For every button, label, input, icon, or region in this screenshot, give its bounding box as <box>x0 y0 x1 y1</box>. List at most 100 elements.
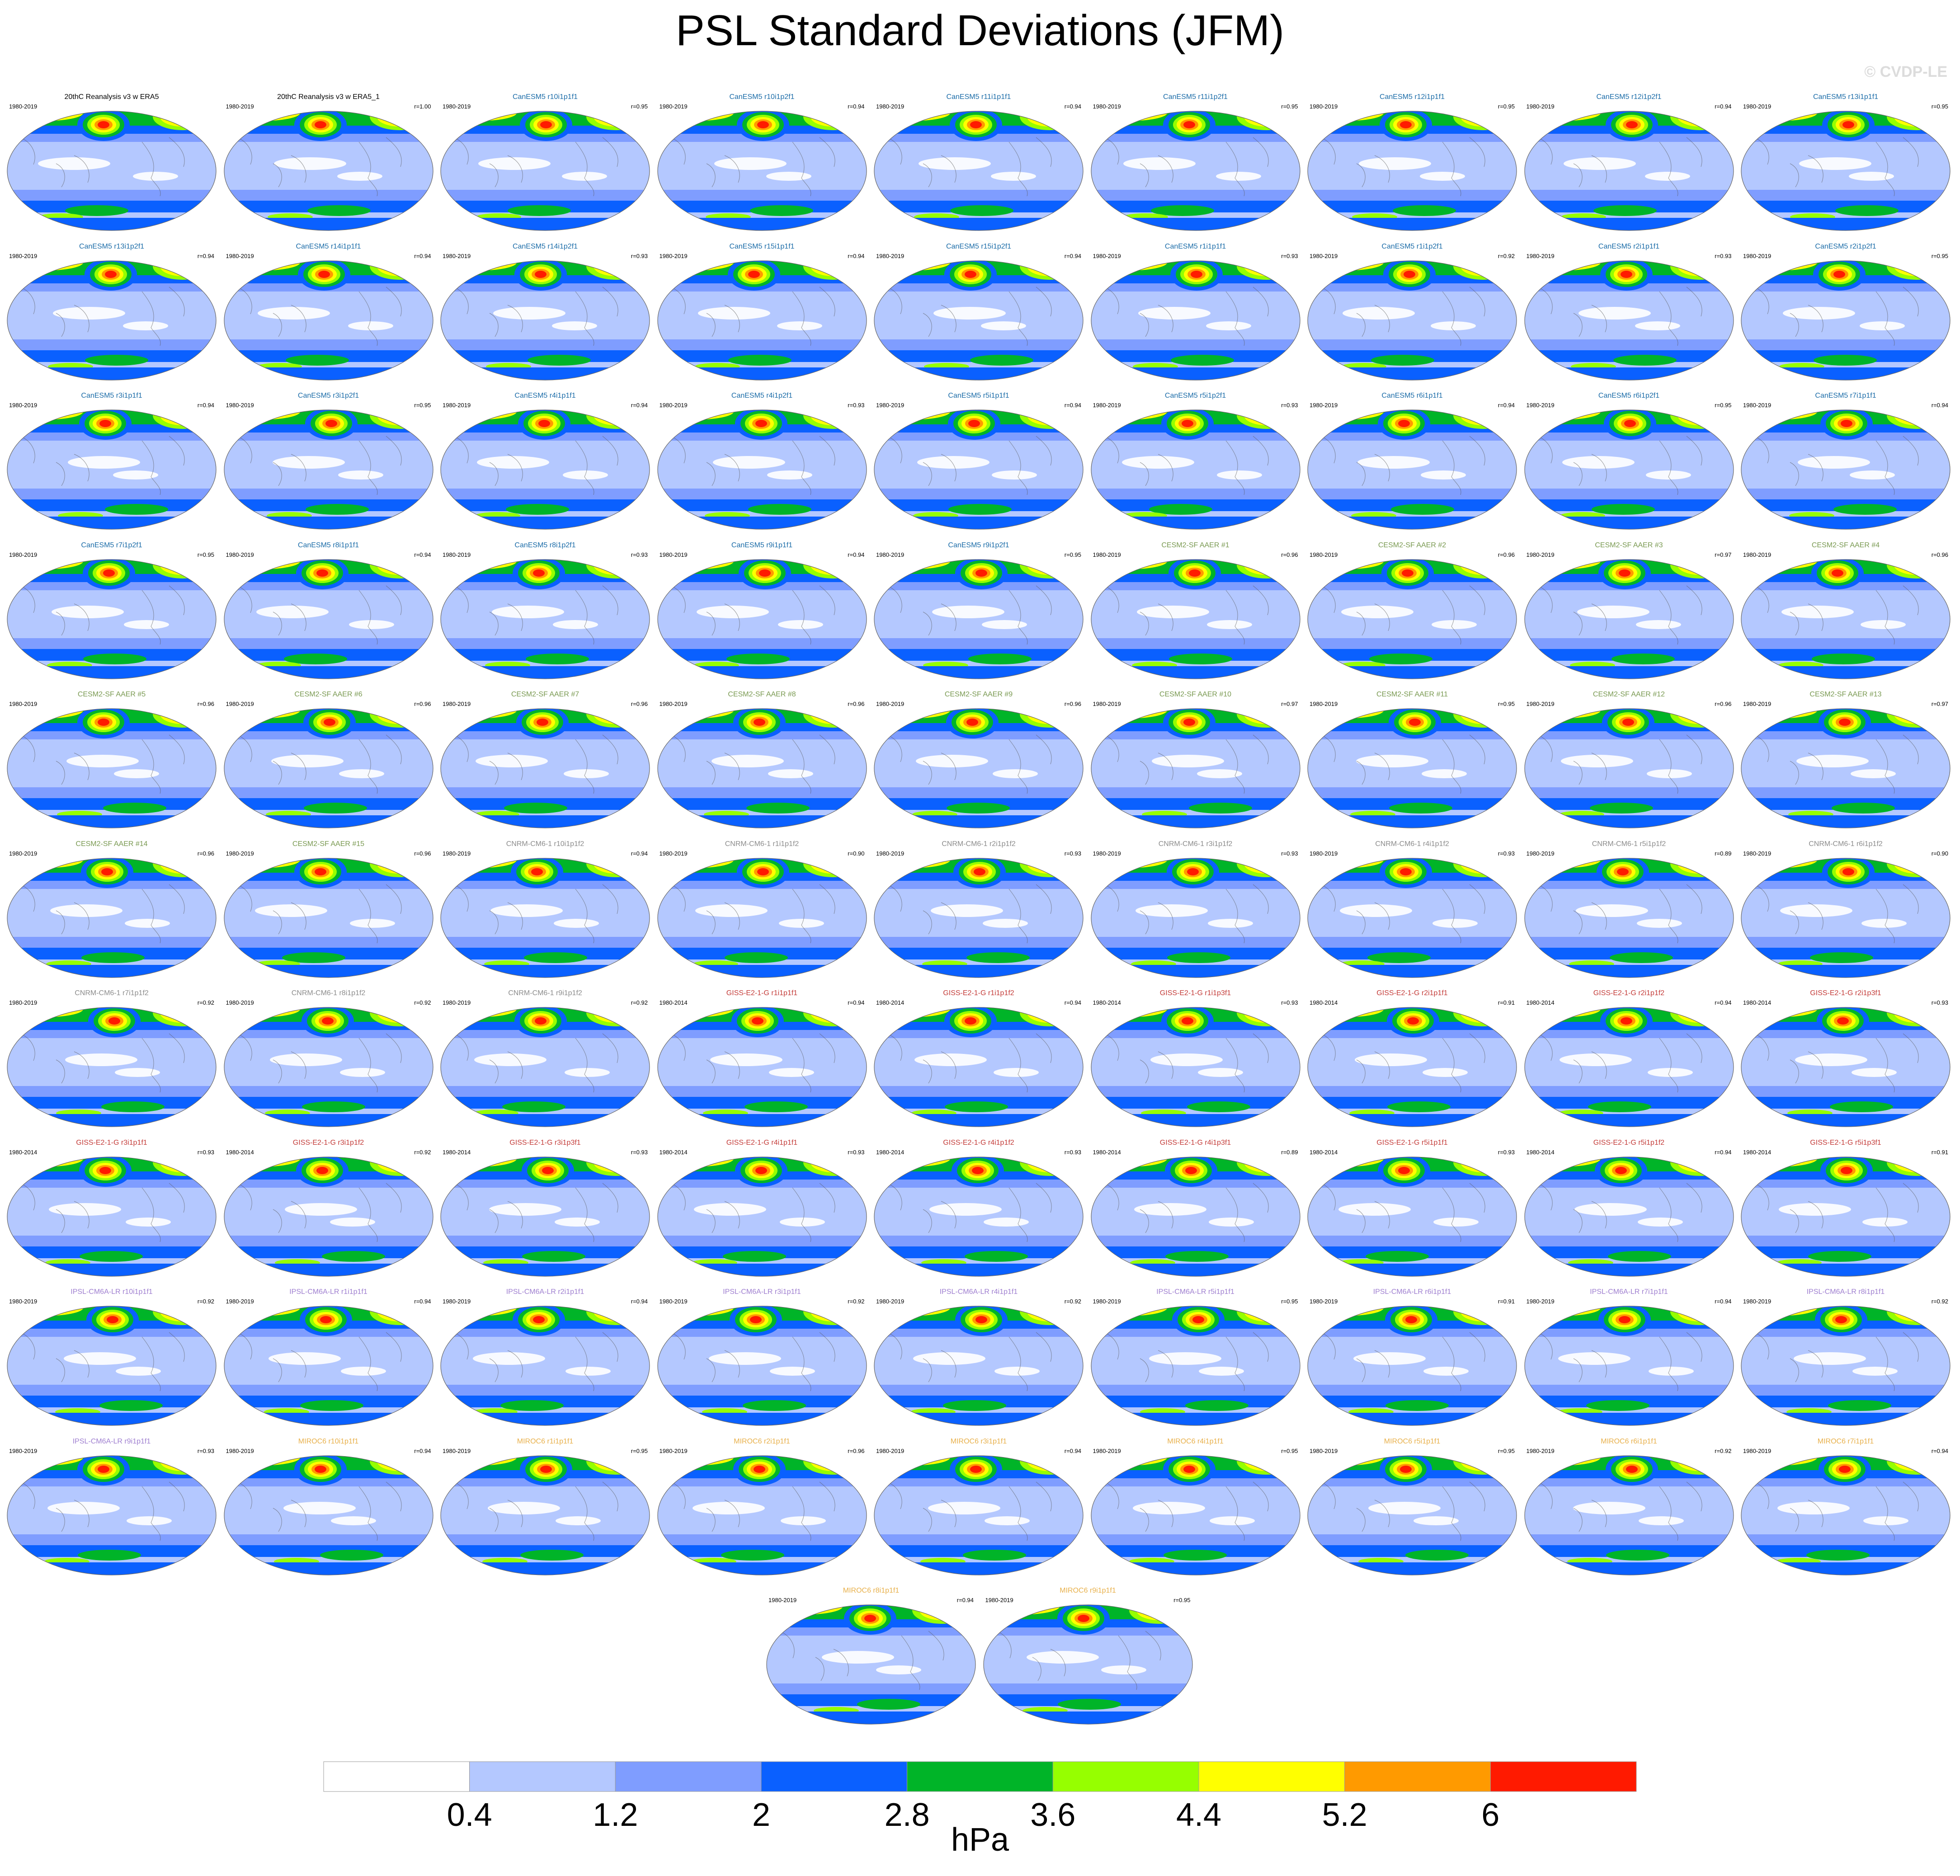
panel-correlation: r=0.90 <box>1931 850 1948 857</box>
panel-years: 1980-2019 <box>1526 701 1555 707</box>
panel-years: 1980-2019 <box>876 103 905 110</box>
map-panel: CNRM-CM6-1 r8i1p1f2 1980-2019 r=0.92 <box>221 985 437 1134</box>
panel-title: CESM2-SF AAER #3 <box>1595 541 1663 549</box>
map-panel: CanESM5 r11i1p2f1 1980-2019 r=0.95 <box>1088 89 1304 238</box>
panel-map <box>1307 559 1517 679</box>
panel-title: CNRM-CM6-1 r5i1p1f2 <box>1592 840 1666 848</box>
panel-correlation: r=0.96 <box>1715 701 1732 707</box>
panel-years: 1980-2019 <box>876 551 905 558</box>
map-panel: IPSL-CM6A-LR r10i1p1f1 1980-2019 r=0.92 <box>4 1284 220 1433</box>
map-panel: CanESM5 r10i1p1f1 1980-2019 r=0.95 <box>437 89 653 238</box>
panel-correlation: r=0.93 <box>197 1148 214 1156</box>
map-panel: GISS-E2-1-G r1i1p1f1 1980-2014 r=0.94 <box>654 985 870 1134</box>
panel-years: 1980-2014 <box>443 1148 471 1156</box>
panel-correlation: r=0.93 <box>197 1447 214 1454</box>
panel-map <box>1307 1455 1517 1575</box>
map-panel: MIROC6 r4i1p1f1 1980-2019 r=0.95 <box>1088 1433 1304 1582</box>
panel-title: CanESM5 r7i1p1f1 <box>1815 392 1876 400</box>
map-panel: CanESM5 r7i1p2f1 1980-2019 r=0.95 <box>4 537 220 686</box>
panel-title: GISS-E2-1-G r2i1p1f1 <box>1376 989 1448 997</box>
panel-title: CanESM5 r14i1p2f1 <box>512 242 578 250</box>
panel-map <box>1090 260 1300 381</box>
panel-years: 1980-2019 <box>1743 551 1772 558</box>
panel-years: 1980-2019 <box>1093 551 1121 558</box>
panel-correlation: r=0.96 <box>848 701 865 707</box>
panel-map <box>1741 1007 1951 1127</box>
map-panel: MIROC6 r7i1p1f1 1980-2019 r=0.94 <box>1738 1433 1954 1582</box>
panel-years: 1980-2014 <box>1526 1148 1555 1156</box>
map-panel: MIROC6 r5i1p1f1 1980-2019 r=0.95 <box>1304 1433 1520 1582</box>
panel-years: 1980-2019 <box>1526 103 1555 110</box>
panel-correlation: r=0.92 <box>197 999 214 1006</box>
panel-correlation: r=0.95 <box>1281 1298 1298 1305</box>
panel-correlation: r=0.94 <box>414 551 431 558</box>
panel-years: 1980-2014 <box>1310 999 1338 1006</box>
panel-title: IPSL-CM6A-LR r9i1p1f1 <box>72 1437 151 1445</box>
panel-map <box>440 409 650 530</box>
panel-title: CanESM5 r7i1p2f1 <box>81 541 142 549</box>
panel-map <box>1090 1156 1300 1277</box>
map-panel: CanESM5 r1i1p1f1 1980-2019 r=0.93 <box>1088 238 1304 387</box>
map-panel: CNRM-CM6-1 r7i1p1f2 1980-2019 r=0.92 <box>4 985 220 1134</box>
panel-years: 1980-2019 <box>443 701 471 707</box>
panel-map <box>223 559 433 679</box>
panel-map <box>657 1007 867 1127</box>
panel-correlation: r=0.96 <box>848 1447 865 1454</box>
panel-correlation: r=0.94 <box>1931 402 1948 409</box>
panel-title: CNRM-CM6-1 r9i1p1f2 <box>508 989 582 997</box>
panel-title: CanESM5 r4i1p1f1 <box>514 392 576 400</box>
panel-map <box>7 857 217 978</box>
panel-correlation: r=0.93 <box>1064 1148 1081 1156</box>
map-panel: CESM2-SF AAER #7 1980-2019 r=0.96 <box>437 686 653 835</box>
panel-years: 1980-2019 <box>443 551 471 558</box>
panel-map <box>440 559 650 679</box>
panel-map <box>1741 708 1951 828</box>
panel-years: 1980-2019 <box>1743 850 1772 857</box>
page-title: PSL Standard Deviations (JFM) <box>675 6 1285 55</box>
panel-years: 1980-2014 <box>1093 999 1121 1006</box>
panel-map <box>1090 111 1300 231</box>
panel-title: CanESM5 r8i1p2f1 <box>514 541 576 549</box>
colorbar-units: hPa <box>951 1822 1009 1858</box>
map-panel: CESM2-SF AAER #2 1980-2019 r=0.96 <box>1304 537 1520 686</box>
panel-correlation: r=0.93 <box>1281 402 1298 409</box>
panel-title: CNRM-CM6-1 r3i1p1f2 <box>1158 840 1233 848</box>
panel-correlation: r=0.95 <box>1281 103 1298 110</box>
panel-map <box>223 708 433 828</box>
panel-years: 1980-2019 <box>226 999 254 1006</box>
panel-map <box>1524 409 1734 530</box>
panel-years: 1980-2019 <box>443 1298 471 1305</box>
panel-grid: 20thC Reanalysis v3 w ERA5 1980-2019 20thC… <box>4 89 1954 1731</box>
map-panel: CESM2-SF AAER #8 1980-2019 r=0.96 <box>654 686 870 835</box>
panel-years: 1980-2019 <box>1093 402 1121 409</box>
map-panel: CanESM5 r9i1p1f1 1980-2019 r=0.94 <box>654 537 870 686</box>
panel-years: 1980-2019 <box>1093 103 1121 110</box>
panel-correlation: r=0.94 <box>631 850 648 857</box>
panel-years: 1980-2019 <box>768 1597 797 1603</box>
panel-map <box>1307 1156 1517 1277</box>
panel-title: CNRM-CM6-1 r7i1p1f2 <box>75 989 149 997</box>
panel-title: MIROC6 r7i1p1f1 <box>1817 1437 1874 1445</box>
panel-map <box>657 857 867 978</box>
map-panel: CanESM5 r2i1p1f1 1980-2019 r=0.93 <box>1521 238 1737 387</box>
panel-map <box>1307 409 1517 530</box>
panel-years: 1980-2019 <box>659 252 688 259</box>
panel-title: CNRM-CM6-1 r4i1p1f2 <box>1375 840 1449 848</box>
panel-title: CNRM-CM6-1 r1i1p1f2 <box>725 840 799 848</box>
colorbar-swatch <box>907 1761 1053 1792</box>
map-panel: CanESM5 r15i1p1f1 1980-2019 r=0.94 <box>654 238 870 387</box>
panel-title: GISS-E2-1-G r3i1p3f1 <box>509 1138 581 1147</box>
panel-title: CanESM5 r10i1p2f1 <box>729 93 795 101</box>
panel-map <box>874 111 1084 231</box>
map-panel: CESM2-SF AAER #12 1980-2019 r=0.96 <box>1521 686 1737 835</box>
panel-correlation: r=0.95 <box>1498 701 1515 707</box>
panel-years: 1980-2019 <box>659 850 688 857</box>
panel-map <box>874 857 1084 978</box>
panel-years: 1980-2014 <box>659 999 688 1006</box>
panel-title: IPSL-CM6A-LR r1i1p1f1 <box>289 1288 368 1296</box>
map-panel: MIROC6 r8i1p1f1 1980-2019 r=0.94 <box>763 1582 979 1731</box>
panel-correlation: r=0.92 <box>414 999 431 1006</box>
panel-map <box>440 1455 650 1575</box>
panel-map <box>440 1156 650 1277</box>
panel-correlation: r=0.94 <box>848 103 865 110</box>
